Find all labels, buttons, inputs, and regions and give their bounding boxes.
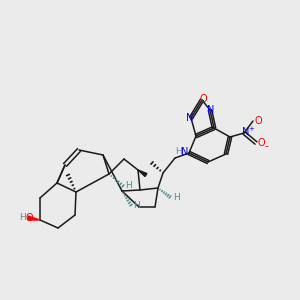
Text: H: H [176, 148, 182, 157]
Text: H: H [134, 200, 140, 209]
Text: H: H [172, 193, 179, 202]
Text: O: O [25, 213, 33, 223]
Text: N: N [181, 147, 189, 157]
Text: N: N [207, 105, 215, 115]
Text: +: + [248, 126, 254, 132]
Polygon shape [138, 170, 147, 176]
Text: O: O [254, 116, 262, 126]
Text: -: - [264, 141, 268, 151]
Text: N: N [186, 113, 194, 123]
Text: H: H [20, 214, 26, 223]
Text: O: O [199, 94, 207, 104]
Polygon shape [28, 216, 40, 220]
Text: N: N [242, 127, 250, 137]
Text: H: H [126, 182, 132, 190]
Text: O: O [257, 138, 265, 148]
